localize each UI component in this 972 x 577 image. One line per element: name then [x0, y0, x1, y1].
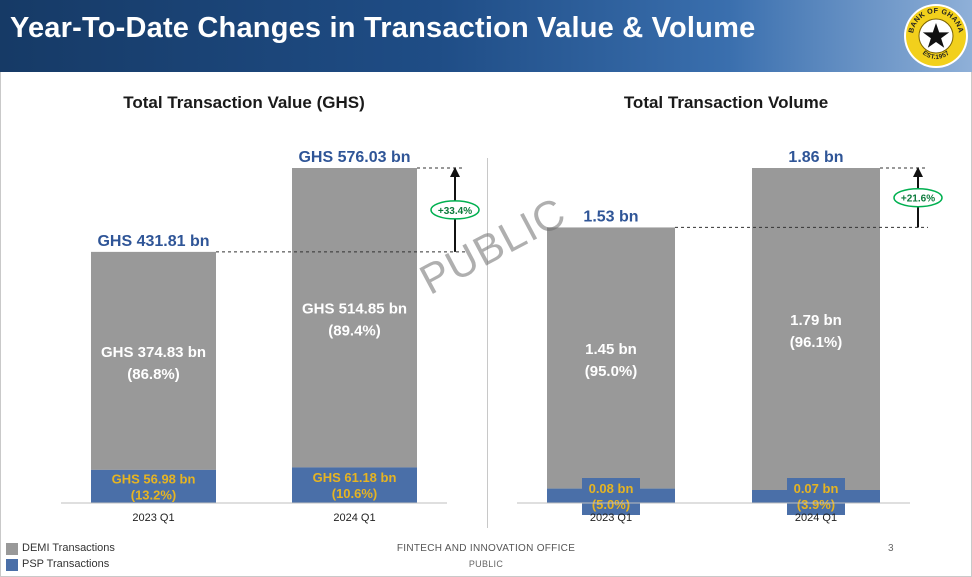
slide-title: Year-To-Date Changes in Transaction Valu… [10, 12, 756, 44]
bank-of-ghana-logo: BANK OF GHANA EST.1957 [904, 4, 968, 68]
legend-swatch-demi [6, 543, 18, 555]
svg-text:EST.1957: EST.1957 [921, 50, 951, 61]
footer-classification: PUBLIC [468, 559, 504, 569]
volume-chart-title: Total Transaction Volume [623, 93, 829, 112]
legend-label-psp: PSP Transactions [22, 558, 110, 570]
logo-bottom-text: EST.1957 [921, 50, 951, 61]
page-number: 3 [888, 543, 894, 554]
legend-swatch-psp [6, 559, 18, 571]
value-chart-title: Total Transaction Value (GHS) [123, 93, 365, 112]
slide-header: Year-To-Date Changes in Transaction Valu… [0, 0, 972, 72]
footer-office: FINTECH AND INNOVATION OFFICE [396, 543, 576, 554]
legend-label-demi: DEMI Transactions [22, 542, 115, 554]
panel-divider [487, 158, 488, 528]
